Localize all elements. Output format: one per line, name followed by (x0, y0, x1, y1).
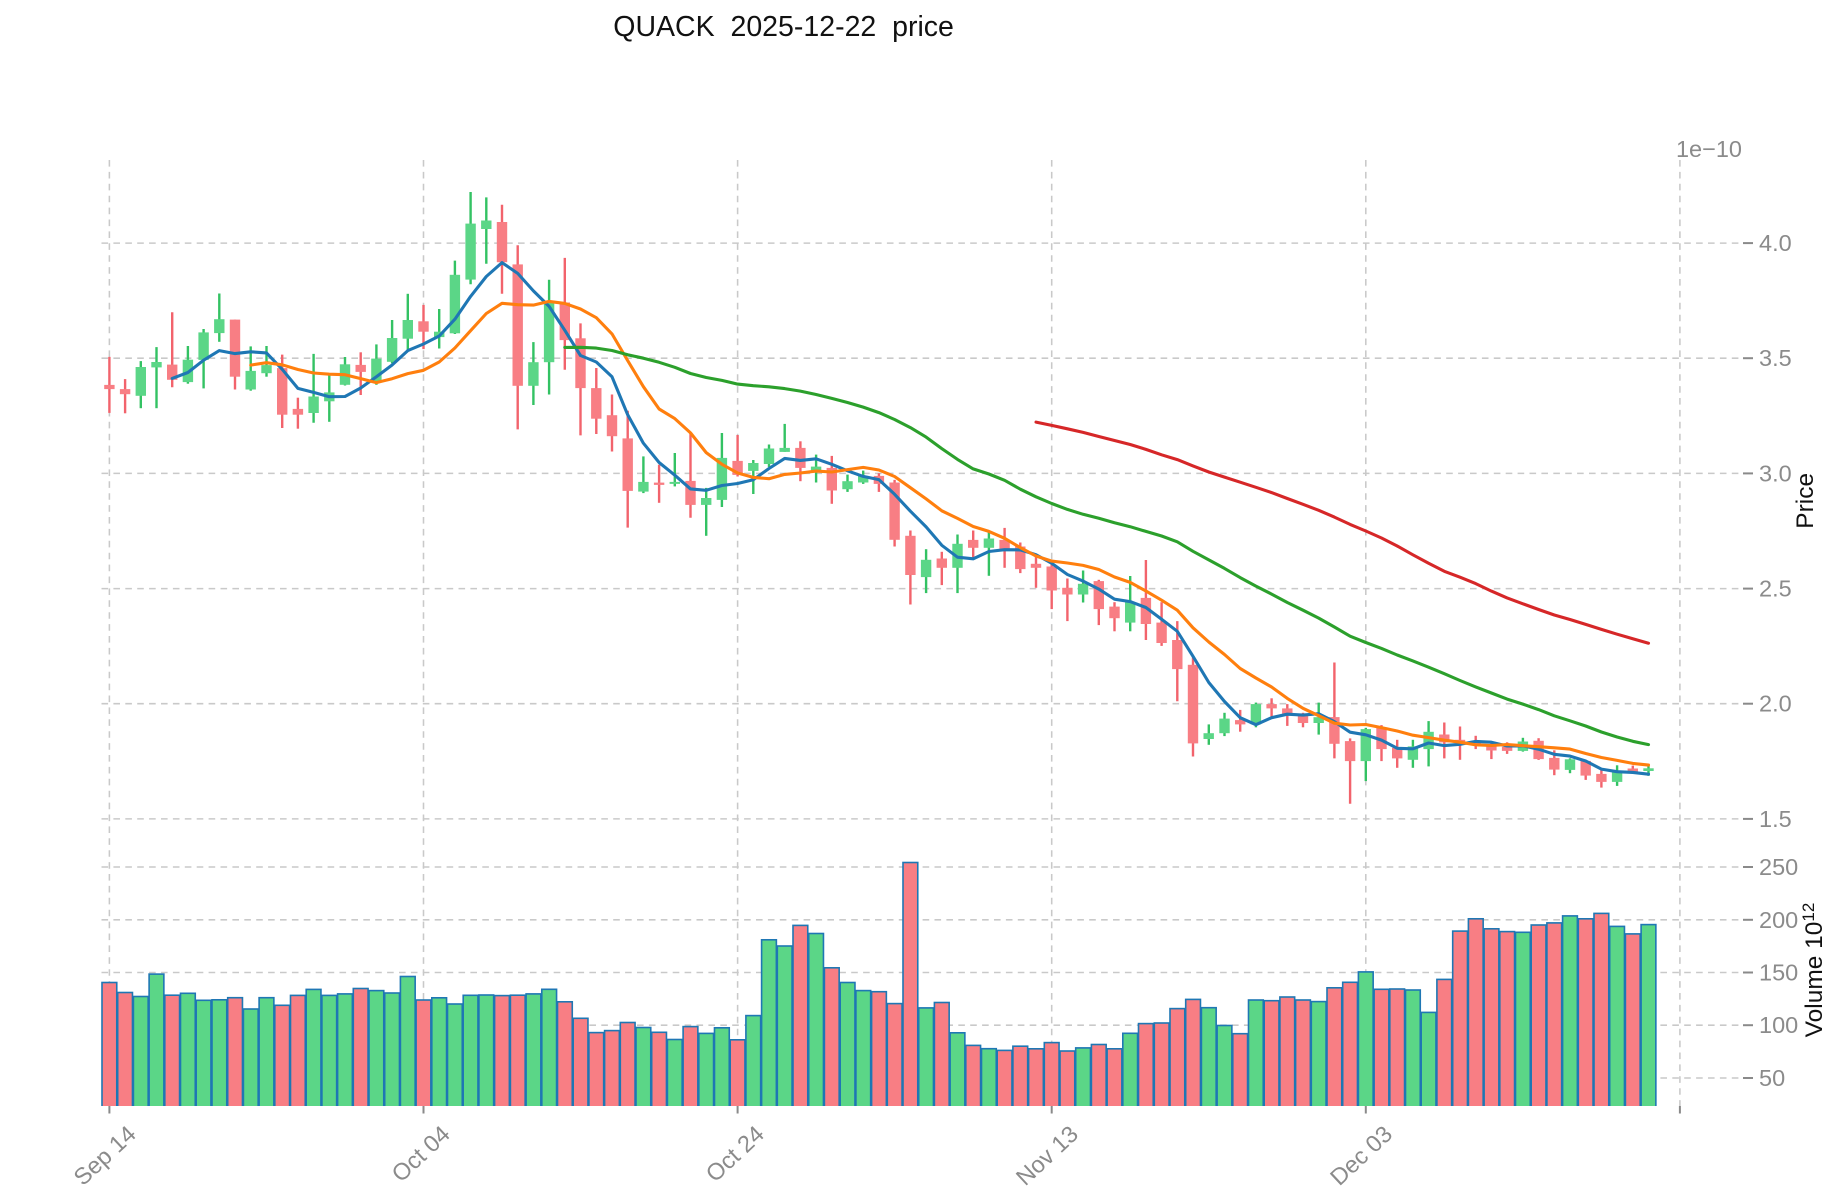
svg-text:250: 250 (1759, 854, 1798, 880)
svg-text:1.5: 1.5 (1759, 806, 1792, 832)
svg-text:3.0: 3.0 (1759, 460, 1792, 486)
svg-text:QUACK 2025-12-22 price: QUACK 2025-12-22 price (613, 11, 954, 43)
svg-text:3.5: 3.5 (1759, 345, 1792, 371)
svg-text:150: 150 (1759, 960, 1798, 986)
svg-text:1e−10: 1e−10 (1676, 136, 1742, 162)
svg-text:Volume 1012: Volume 1012 (1799, 903, 1828, 1038)
svg-text:2.0: 2.0 (1759, 691, 1792, 717)
svg-text:100: 100 (1759, 1012, 1798, 1038)
svg-text:4.0: 4.0 (1759, 230, 1792, 256)
svg-text:200: 200 (1759, 907, 1798, 933)
svg-text:2.5: 2.5 (1759, 576, 1792, 602)
svg-text:Price: Price (1792, 473, 1819, 529)
svg-text:50: 50 (1759, 1065, 1785, 1091)
